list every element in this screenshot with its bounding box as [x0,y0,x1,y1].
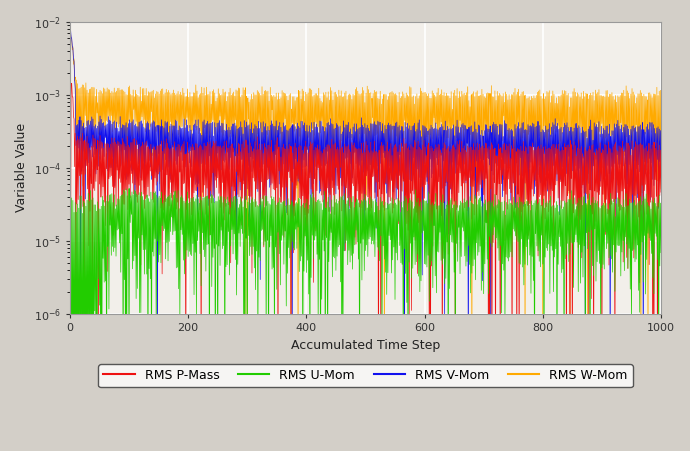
RMS V-Mom [538,127,546,132]
RMS V-Mom [66,26,75,32]
RMS W-Mom [327,134,335,140]
RMS U-Mom [473,202,482,207]
RMS P-Mass [657,189,665,195]
RMS P-Mass [80,385,88,390]
RMS W-Mom [127,92,135,97]
X-axis label: Accumulated Time Step: Accumulated Time Step [290,339,440,352]
Line: RMS U-Mom: RMS U-Mom [70,189,661,387]
Line: RMS P-Mass: RMS P-Mass [70,83,661,387]
RMS W-Mom [538,96,546,101]
RMS W-Mom [473,216,481,222]
RMS V-Mom [657,175,665,180]
RMS U-Mom [128,189,136,195]
RMS P-Mass [306,139,315,145]
RMS V-Mom [327,174,335,179]
RMS U-Mom [328,197,336,202]
RMS U-Mom [528,254,536,259]
RMS P-Mass [528,186,536,192]
RMS W-Mom [527,94,535,99]
RMS W-Mom [241,385,249,390]
Line: RMS W-Mom: RMS W-Mom [70,33,661,387]
RMS P-Mass [66,311,75,317]
RMS U-Mom [66,311,75,317]
Legend: RMS P-Mass, RMS U-Mom, RMS V-Mom, RMS W-Mom: RMS P-Mass, RMS U-Mom, RMS V-Mom, RMS W-… [99,364,633,387]
RMS U-Mom [306,192,315,198]
RMS W-Mom [306,161,314,166]
RMS U-Mom [126,186,134,191]
RMS V-Mom [527,124,535,129]
RMS P-Mass [328,137,336,142]
RMS V-Mom [306,170,314,175]
RMS V-Mom [127,168,135,173]
Y-axis label: Variable Value: Variable Value [15,123,28,212]
RMS V-Mom [77,385,85,390]
RMS P-Mass [539,237,547,243]
RMS W-Mom [657,186,665,192]
RMS P-Mass [68,81,76,86]
Line: RMS V-Mom: RMS V-Mom [70,29,661,387]
RMS U-Mom [657,250,665,255]
RMS V-Mom [473,158,481,164]
RMS P-Mass [473,140,482,146]
RMS U-Mom [67,385,75,390]
RMS W-Mom [66,30,75,36]
RMS P-Mass [128,140,136,145]
RMS U-Mom [539,262,547,267]
